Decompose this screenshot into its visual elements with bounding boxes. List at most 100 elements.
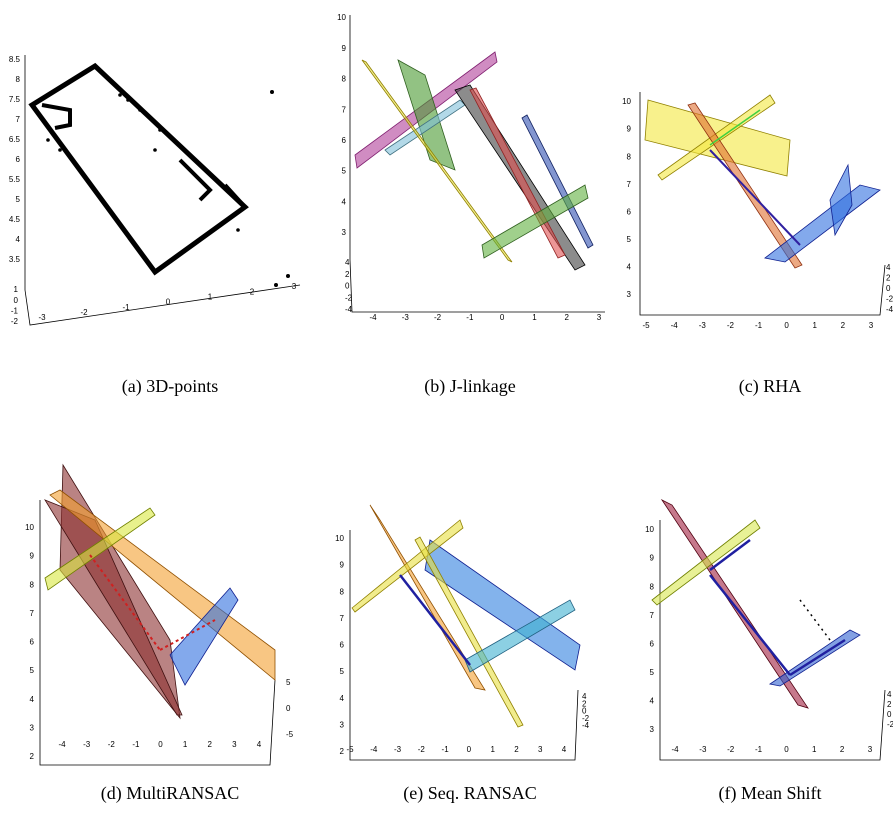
y-tick-label: 8 xyxy=(342,75,347,84)
x-tick-label: -3 xyxy=(38,313,46,322)
x-tick-label: -1 xyxy=(755,745,763,754)
y-tick-label: 10 xyxy=(337,13,346,22)
x-tick-label: 3 xyxy=(232,740,237,749)
y-tick-label: 4 xyxy=(16,235,21,244)
z-tick-label: 5 xyxy=(286,678,291,687)
plane xyxy=(169,587,239,686)
y-tick-label: 9 xyxy=(650,554,655,563)
plane xyxy=(829,163,853,237)
caption: (b) J-linkage xyxy=(424,376,515,397)
x-tick-label: 0 xyxy=(784,745,789,754)
y-tick-label: 7 xyxy=(627,180,632,189)
y-tick-label: 8.5 xyxy=(9,55,21,64)
z-tick-label: 0 xyxy=(345,282,350,291)
panel-b xyxy=(349,15,605,313)
z-tick-label: 4 xyxy=(887,690,892,699)
x-tick-label: 0 xyxy=(467,745,472,754)
y-tick-label: 5 xyxy=(650,668,655,677)
panel-c xyxy=(639,92,886,316)
point-outline xyxy=(28,62,249,276)
y-tick-label: 4 xyxy=(342,197,347,206)
caption: (a) 3D-points xyxy=(122,376,218,397)
y-tick-label: 10 xyxy=(622,97,631,106)
x-tick-label: 0 xyxy=(166,298,171,307)
x-tick-label: -2 xyxy=(434,313,442,322)
x-tick-label: 0 xyxy=(500,313,505,322)
z-tick-label: 1 xyxy=(14,285,19,294)
y-tick-label: 3 xyxy=(340,720,345,729)
y-tick-label: 10 xyxy=(645,525,654,534)
z-tick-label: -4 xyxy=(582,721,590,730)
y-tick-label: 3 xyxy=(627,290,632,299)
z-tick-label: 0 xyxy=(286,704,291,713)
y-tick-label: 8 xyxy=(340,587,345,596)
y-tick-label: 6 xyxy=(340,641,345,650)
axes xyxy=(39,500,276,766)
z-tick-label: 0 xyxy=(582,707,587,716)
plane xyxy=(660,498,809,709)
y-tick-label: 5 xyxy=(16,195,21,204)
y-tick-label: 6 xyxy=(30,638,35,647)
z-tick-label: -5 xyxy=(286,730,294,739)
x-tick-label: 3 xyxy=(868,745,873,754)
y-tick-label: 5 xyxy=(627,235,632,244)
y-tick-label: 2 xyxy=(30,752,35,761)
x-tick-label: 2 xyxy=(208,740,213,749)
y-tick-label: 5 xyxy=(342,167,347,176)
z-tick-label: -4 xyxy=(886,305,893,314)
y-tick-label: 10 xyxy=(25,523,34,532)
x-tick-label: 2 xyxy=(840,745,845,754)
z-tick-label: 4 xyxy=(582,692,587,701)
y-tick-label: 8 xyxy=(627,152,632,161)
panel-f xyxy=(651,498,886,761)
y-tick-label: 6 xyxy=(627,207,632,216)
axes xyxy=(349,530,579,761)
x-tick-label: -1 xyxy=(466,313,474,322)
point-notch xyxy=(41,103,247,209)
x-tick-label: -5 xyxy=(642,321,650,330)
y-tick-label: 9 xyxy=(627,125,632,134)
x-tick-label: 3 xyxy=(538,745,543,754)
x-tick-label: 0 xyxy=(784,321,789,330)
x-tick-label: -4 xyxy=(671,321,679,330)
plane xyxy=(464,599,576,673)
plane xyxy=(44,507,156,591)
y-tick-label: 9 xyxy=(342,44,347,53)
y-tick-label: 6 xyxy=(16,155,21,164)
panel-e xyxy=(349,504,581,761)
plane xyxy=(361,59,513,263)
x-tick-label: -2 xyxy=(108,740,116,749)
x-tick-label: 2 xyxy=(514,745,519,754)
x-tick-label: 0 xyxy=(158,740,163,749)
y-tick-label: 5.5 xyxy=(9,175,21,184)
axes xyxy=(24,55,301,326)
x-tick-label: 4 xyxy=(562,745,567,754)
caption: (f) Mean Shift xyxy=(719,783,822,804)
y-tick-label: 9 xyxy=(30,552,35,561)
x-tick-label: 1 xyxy=(813,321,818,330)
y-tick-label: 4 xyxy=(30,695,35,704)
y-tick-label: 8 xyxy=(30,580,35,589)
z-tick-label: 2 xyxy=(886,274,891,283)
x-tick-label: -1 xyxy=(442,745,450,754)
y-tick-label: 9 xyxy=(340,561,345,570)
x-tick-label: -1 xyxy=(132,740,140,749)
x-tick-label: 1 xyxy=(532,313,537,322)
x-tick-label: -2 xyxy=(80,308,88,317)
y-tick-label: 3.5 xyxy=(9,255,21,264)
y-tick-label: 6.5 xyxy=(9,135,21,144)
y-tick-label: 7 xyxy=(30,609,35,618)
y-tick-label: 7 xyxy=(340,614,345,623)
plane xyxy=(764,184,881,263)
y-tick-label: 4.5 xyxy=(9,215,21,224)
z-tick-label: 2 xyxy=(887,700,892,709)
axes xyxy=(349,15,605,313)
points xyxy=(399,574,471,666)
x-tick-label: 1 xyxy=(490,745,495,754)
x-tick-label: -3 xyxy=(83,740,91,749)
x-tick-label: -4 xyxy=(369,313,377,322)
z-tick-label: -1 xyxy=(11,306,19,315)
axes xyxy=(639,92,886,316)
z-tick-label: 4 xyxy=(886,263,891,272)
caption: (e) Seq. RANSAC xyxy=(403,783,537,804)
